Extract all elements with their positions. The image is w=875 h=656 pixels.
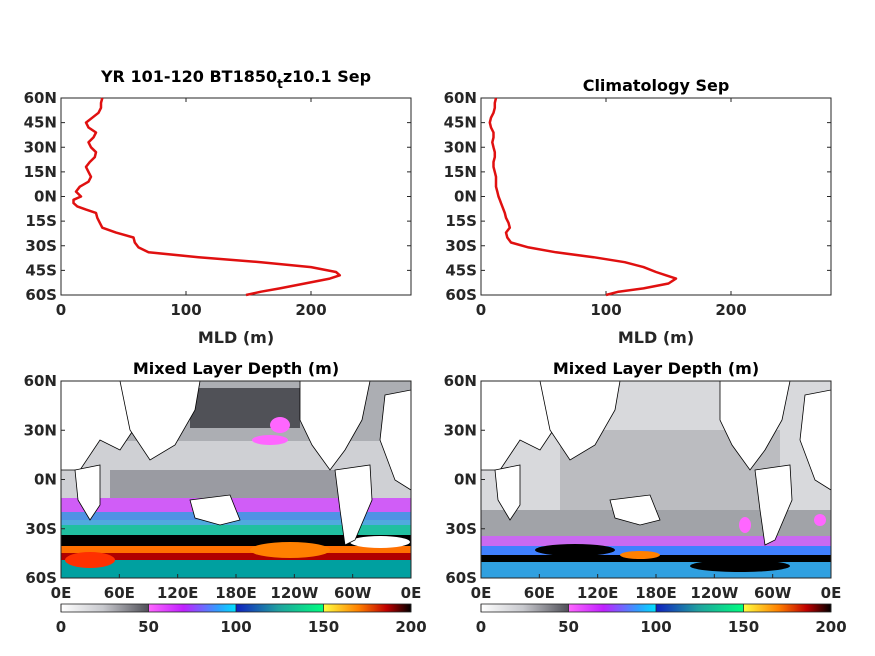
colorbar-tick-label: 200 — [395, 618, 426, 636]
xtick-label: 100 — [170, 301, 201, 319]
map-right-title: Mixed Layer Depth (m) — [553, 359, 759, 378]
ytick-label: 60S — [445, 286, 477, 304]
ytick-label: 45S — [25, 261, 57, 279]
map-left-xticks: 0E 60E 120E 180E 120W 60W 0E — [51, 574, 422, 602]
xtick-label: 60E — [524, 584, 555, 602]
profile-left-xlabel: MLD (m) — [198, 328, 274, 347]
map-left-yticks: 60N 30N 0N 30S 60S — [24, 372, 65, 587]
ytick-label: 30N — [24, 138, 57, 156]
xtick-label: 60W — [334, 584, 372, 602]
colorbar-tick-label: 50 — [138, 618, 159, 636]
map-left-field — [61, 381, 411, 578]
map-left-title: Mixed Layer Depth (m) — [133, 359, 339, 378]
ytick-label: 30N — [444, 421, 477, 439]
xtick-label: 0E — [51, 584, 72, 602]
ytick-label: 0N — [34, 471, 57, 489]
profile-left-series-line — [72, 97, 342, 297]
profile-left-xticks: 0 100 200 — [56, 98, 327, 319]
ytick-label: 30S — [25, 520, 57, 538]
xtick-label: 120W — [270, 584, 318, 602]
profile-right-yticks: 60N 45N 30N 15N 0N 15S 30S 45S 60S — [444, 89, 831, 304]
map-right-xticks: 0E 60E 120E 180E 120W 60W 0E — [471, 574, 842, 602]
xtick-label: 180E — [635, 584, 677, 602]
ytick-label: 30S — [25, 237, 57, 255]
xtick-label: 200 — [715, 301, 746, 319]
profile-right-axes — [480, 97, 832, 296]
ytick-label: 60N — [24, 89, 57, 107]
profile-left-title-tail: z10.1 Sep — [283, 67, 371, 86]
ytick-label: 15N — [444, 163, 477, 181]
ytick-label: 60N — [24, 372, 57, 390]
colorbar-tick-label: 100 — [220, 618, 251, 636]
colorbar-tick-label: 200 — [815, 618, 846, 636]
map-panel-left: Mixed Layer Depth (m) — [24, 359, 427, 636]
map-left-colorbar-ticks: 0 50 100 150 200 — [56, 604, 427, 636]
xtick-label: 60E — [104, 584, 135, 602]
ytick-label: 15N — [24, 163, 57, 181]
profile-left-title: YR 101-120 BT1850tz10.1 Sep — [100, 67, 371, 91]
map-right-yticks: 60N 30N 0N 30S 60S — [444, 372, 485, 587]
ytick-label: 30S — [445, 237, 477, 255]
ytick-label: 0N — [454, 188, 477, 206]
ytick-label: 45N — [444, 114, 477, 132]
xtick-label: 180E — [215, 584, 257, 602]
colorbar-tick-label: 0 — [476, 618, 486, 636]
ytick-label: 30N — [444, 138, 477, 156]
map-right-colorbar-ticks: 0 50 100 150 200 — [476, 604, 847, 636]
profile-panel-right: Climatology Sep 60N45N30N15N0N15S30S45S6… — [444, 76, 832, 347]
ytick-label: 0N — [454, 471, 477, 489]
ytick-label: 15S — [445, 212, 477, 230]
profile-left-title-sub: t — [277, 77, 283, 91]
ytick-label: 30N — [24, 421, 57, 439]
ytick-label: 60N — [444, 372, 477, 390]
profile-right-series-line — [488, 97, 678, 297]
xtick-label: 100 — [590, 301, 621, 319]
ytick-label: 0N — [34, 188, 57, 206]
profile-left-yticks: 60N 45N 30N 15N 0N 15S 30S 45S 60S — [24, 89, 411, 304]
profile-right-xlabel: MLD (m) — [618, 328, 694, 347]
colorbar-tick-label: 100 — [640, 618, 671, 636]
colorbar-tick-label: 0 — [56, 618, 66, 636]
profile-left-axes — [60, 97, 412, 296]
xtick-label: 0 — [56, 301, 66, 319]
profile-right-title: Climatology Sep — [583, 76, 730, 95]
xtick-label: 120E — [577, 584, 619, 602]
ytick-label: 60N — [444, 89, 477, 107]
profile-left-title-main: YR 101-120 BT1850 — [100, 67, 277, 86]
ytick-label: 60S — [25, 286, 57, 304]
colorbar-tick-label: 150 — [308, 618, 339, 636]
ytick-label: 15S — [25, 212, 57, 230]
ytick-label: 45S — [445, 261, 477, 279]
xtick-label: 0E — [821, 584, 842, 602]
xtick-label: 120W — [690, 584, 738, 602]
xtick-label: 200 — [295, 301, 326, 319]
xtick-label: 120E — [157, 584, 199, 602]
profile-right-xticks: 0 100 200 — [476, 98, 747, 319]
profile-panel-left: YR 101-120 BT1850tz10.1 Sep 60N 45N 30N 15N… — [24, 67, 412, 347]
colorbar-tick-label: 150 — [728, 618, 759, 636]
map-right-field — [481, 381, 831, 578]
ytick-label: 30S — [445, 520, 477, 538]
xtick-label: 60W — [754, 584, 792, 602]
ytick-label: 60S — [25, 569, 57, 587]
ytick-label: 60S — [445, 569, 477, 587]
ytick-label: 45N — [24, 114, 57, 132]
xtick-label: 0E — [471, 584, 492, 602]
colorbar-tick-label: 50 — [558, 618, 579, 636]
xtick-label: 0E — [401, 584, 422, 602]
xtick-label: 0 — [476, 301, 486, 319]
